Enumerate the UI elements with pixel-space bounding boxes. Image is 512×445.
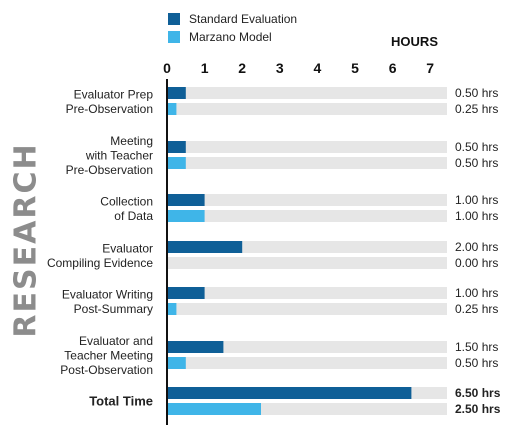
x-axis-label: HOURS	[391, 34, 438, 49]
x-tick-label: 3	[276, 60, 284, 76]
value-label-standard: 0.50 hrs	[455, 86, 498, 100]
bar-marzano	[167, 357, 186, 369]
bar-marzano	[167, 103, 177, 115]
bar-marzano	[167, 157, 186, 169]
category-label: Meeting	[110, 134, 153, 148]
bar-track	[167, 157, 447, 169]
bar-track	[167, 103, 447, 115]
x-tick-label: 6	[389, 60, 397, 76]
category-label: Teacher Meeting	[64, 349, 153, 363]
bar-standard	[167, 241, 243, 253]
bar-standard	[167, 387, 412, 399]
category-label: Post-Observation	[60, 363, 153, 377]
bar-standard	[167, 341, 224, 353]
category-label: Total Time	[89, 394, 153, 409]
value-label-standard: 0.50 hrs	[455, 140, 498, 154]
category-label: Pre-Observation	[66, 102, 153, 116]
bar-marzano	[167, 403, 261, 415]
x-tick-label: 7	[426, 60, 434, 76]
value-label-marzano: 0.50 hrs	[455, 156, 498, 170]
x-tick-label: 5	[351, 60, 359, 76]
value-label-marzano: 2.50 hrs	[455, 402, 501, 416]
value-label-standard: 2.00 hrs	[455, 240, 498, 254]
legend-swatch-marzano	[168, 31, 180, 43]
category-label: Compiling Evidence	[47, 256, 153, 270]
bar-standard	[167, 194, 205, 206]
x-tick-label: 2	[238, 60, 246, 76]
legend-item-standard: Standard Evaluation	[168, 10, 297, 28]
category-label: Evaluator	[102, 241, 153, 255]
value-label-standard: 6.50 hrs	[455, 386, 501, 400]
value-label-marzano: 0.25 hrs	[455, 102, 498, 116]
category-label: Evaluator Writing	[62, 287, 153, 301]
category-label: Evaluator Prep	[74, 87, 154, 101]
value-label-marzano: 0.00 hrs	[455, 256, 498, 270]
x-tick-label: 4	[314, 60, 322, 76]
category-label: with Teacher	[85, 149, 153, 163]
bar-standard	[167, 141, 186, 153]
category-label: Collection	[100, 194, 153, 208]
bar-track	[167, 141, 447, 153]
value-label-standard: 1.00 hrs	[455, 193, 498, 207]
bar-track	[167, 194, 447, 206]
value-label-standard: 1.50 hrs	[455, 340, 498, 354]
category-label: Pre-Observation	[66, 163, 153, 177]
value-label-standard: 1.00 hrs	[455, 286, 498, 300]
legend-label-marzano: Marzano Model	[189, 30, 272, 44]
x-tick-label: 0	[163, 60, 171, 76]
bar-track	[167, 257, 447, 269]
legend-swatch-standard	[168, 13, 180, 25]
bar-track	[167, 87, 447, 99]
bar-marzano	[167, 303, 177, 315]
legend-item-marzano: Marzano Model	[168, 28, 297, 46]
category-label: Post-Summary	[74, 302, 153, 316]
bar-track	[167, 210, 447, 222]
bar-marzano	[167, 210, 205, 222]
bar-track	[167, 357, 447, 369]
category-label: Evaluator and	[79, 334, 153, 348]
bar-standard	[167, 287, 205, 299]
category-label: of Data	[114, 209, 153, 223]
bar-standard	[167, 87, 186, 99]
bar-track	[167, 287, 447, 299]
bar-track	[167, 303, 447, 315]
x-tick-label: 1	[201, 60, 209, 76]
value-label-marzano: 0.25 hrs	[455, 302, 498, 316]
value-label-marzano: 1.00 hrs	[455, 209, 498, 223]
value-label-marzano: 0.50 hrs	[455, 356, 498, 370]
legend-label-standard: Standard Evaluation	[189, 12, 298, 26]
bar-track	[167, 341, 447, 353]
legend: Standard Evaluation Marzano Model	[168, 10, 297, 46]
